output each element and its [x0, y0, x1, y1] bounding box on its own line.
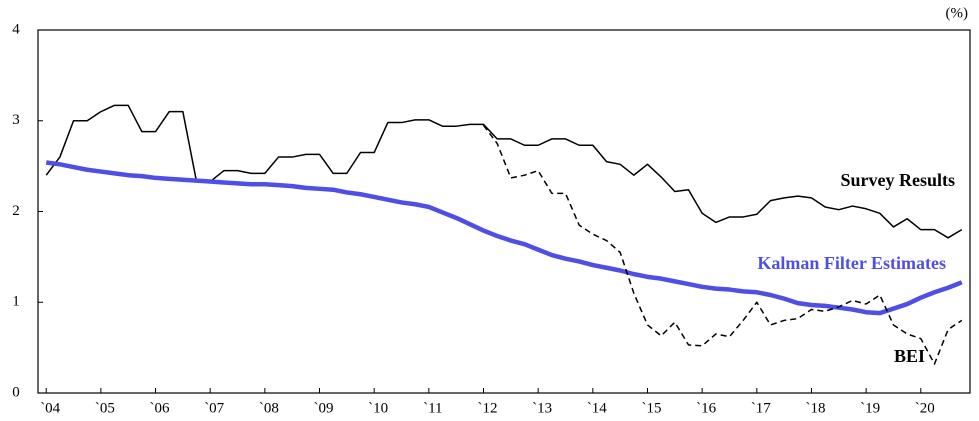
y-tick-label: 1	[12, 294, 20, 310]
x-tick-label: `19	[860, 400, 880, 416]
x-tick-label: `11	[423, 400, 442, 416]
x-tick-label: `07	[204, 400, 224, 416]
series-line	[45, 104, 963, 239]
x-tick-label: `09	[314, 400, 334, 416]
x-tick-label: `05	[95, 400, 115, 416]
series-line	[482, 124, 963, 365]
x-tick-label: `12	[478, 400, 498, 416]
x-tick-label: `16	[696, 400, 716, 416]
series-line	[45, 160, 963, 316]
unit-label: (%)	[946, 5, 969, 21]
x-tick-label: `10	[368, 400, 388, 416]
x-tick-label: `14	[587, 400, 607, 416]
x-tick-label: `13	[532, 400, 552, 416]
y-tick-label: 2	[12, 203, 20, 219]
series-label: Kalman Filter Estimates	[757, 253, 946, 273]
x-tick-label: `18	[805, 400, 825, 416]
y-tick-label: 4	[12, 21, 20, 37]
x-tick-label: `04	[40, 400, 60, 416]
series-label: BEI	[894, 346, 925, 366]
y-tick-label: 3	[12, 112, 20, 128]
series-label: Survey Results	[840, 170, 955, 190]
x-tick-label: `08	[259, 400, 279, 416]
plot-frame	[37, 29, 971, 394]
x-tick-label: `06	[150, 400, 170, 416]
y-tick-label: 0	[12, 384, 20, 400]
x-tick-label: `15	[641, 400, 661, 416]
x-tick-label: `17	[751, 400, 771, 416]
x-tick-label: `20	[915, 400, 935, 416]
